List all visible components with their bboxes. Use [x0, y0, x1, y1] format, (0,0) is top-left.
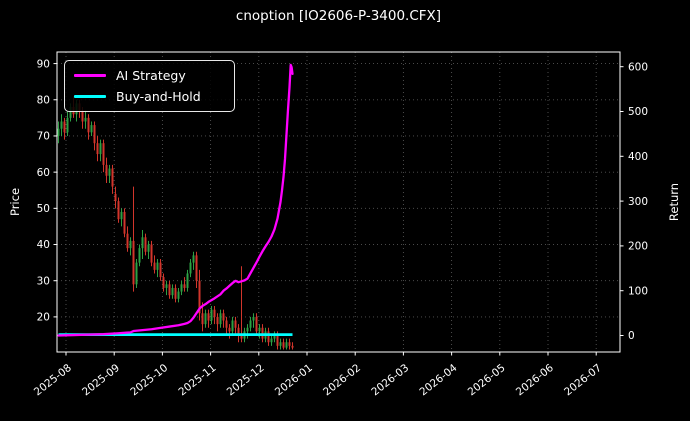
price-tick-label: 80	[37, 94, 50, 106]
price-tick-label: 90	[37, 58, 50, 70]
x-tick-label: 2025-10	[128, 362, 170, 398]
x-tick-label: 2025-09	[80, 362, 122, 398]
return-tick-label: 0	[628, 330, 635, 342]
legend-label-buy-and-hold: Buy-and-Hold	[116, 89, 201, 104]
x-tick-label: 2025-11	[176, 362, 218, 398]
legend-label-ai-strategy: AI Strategy	[116, 68, 186, 83]
right-axis-label: Return	[667, 182, 681, 222]
x-tick-label: 2026-07	[562, 362, 604, 398]
legend-item-ai-strategy: AI Strategy	[74, 68, 224, 83]
x-tick-label: 2026-03	[369, 362, 411, 398]
ai-strategy-line	[57, 63, 294, 337]
return-tick-label: 400	[628, 151, 648, 163]
price-tick-label: 70	[37, 131, 50, 143]
x-tick-label: 2025-08	[32, 362, 74, 398]
x-tick-label: 2026-01	[273, 362, 315, 398]
return-tick-label: 600	[628, 61, 648, 73]
x-tick-label: 2026-02	[321, 362, 363, 398]
price-tick-label: 30	[37, 275, 50, 287]
price-tick-label: 40	[37, 239, 50, 251]
left-axis-label: Price	[8, 187, 22, 217]
return-tick-label: 100	[628, 285, 648, 297]
buy-and-hold-swatch	[74, 95, 106, 98]
price-tick-label: 20	[37, 312, 50, 324]
x-tick-label: 2026-06	[514, 362, 556, 399]
legend: AI Strategy Buy-and-Hold	[64, 60, 235, 112]
ai-strategy-swatch	[74, 74, 106, 77]
candlestick-layer	[57, 96, 294, 350]
price-tick-label: 60	[37, 167, 50, 179]
return-tick-label: 300	[628, 196, 648, 208]
price-tick-label: 50	[37, 203, 50, 215]
x-tick-label: 2026-04	[417, 362, 459, 399]
x-tick-label: 2025-12	[225, 362, 267, 398]
axes-frame	[56, 51, 621, 353]
return-tick-label: 500	[628, 106, 648, 118]
chart-title: cnoption [IO2606-P-3400.CFX]	[235, 8, 442, 24]
legend-item-buy-and-hold: Buy-and-Hold	[74, 89, 224, 104]
return-tick-label: 200	[628, 241, 648, 253]
x-tick-label: 2026-05	[466, 362, 508, 398]
